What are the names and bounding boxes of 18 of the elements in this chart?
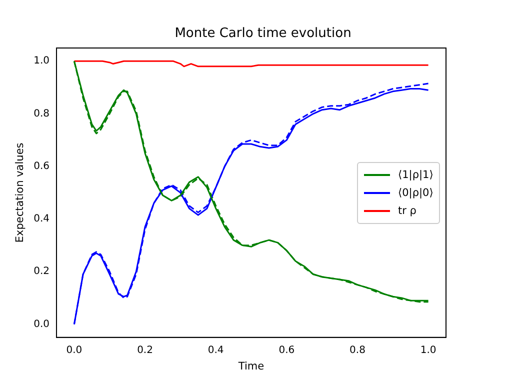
y-tick-label: 0.8	[34, 108, 50, 120]
y-tick-label: 0.2	[34, 266, 50, 278]
y-tick-label: 0.6	[34, 160, 50, 172]
x-tick-label: 0.6	[278, 344, 295, 356]
y-axis-title: Expectation values	[14, 142, 26, 243]
x-tick-label: 0.0	[66, 344, 82, 356]
y-tick-label: 1.0	[34, 56, 50, 67]
y-tick-label: 0.0	[34, 318, 50, 330]
x-axis-title: Time	[237, 360, 264, 372]
x-tick-label: 1.0	[420, 344, 436, 356]
x-tick-label: 0.2	[137, 344, 153, 356]
legend-label: ⟨1|ρ|1⟩	[398, 168, 434, 181]
y-tick-label: 0.4	[34, 214, 50, 225]
legend-label: ⟨0|ρ|0⟩	[398, 186, 434, 199]
x-tick-label: 0.8	[350, 344, 366, 356]
chart-title: Monte Carlo time evolution	[174, 26, 352, 41]
legend-label: tr ρ	[398, 204, 416, 217]
x-tick-label: 0.4	[208, 344, 224, 356]
